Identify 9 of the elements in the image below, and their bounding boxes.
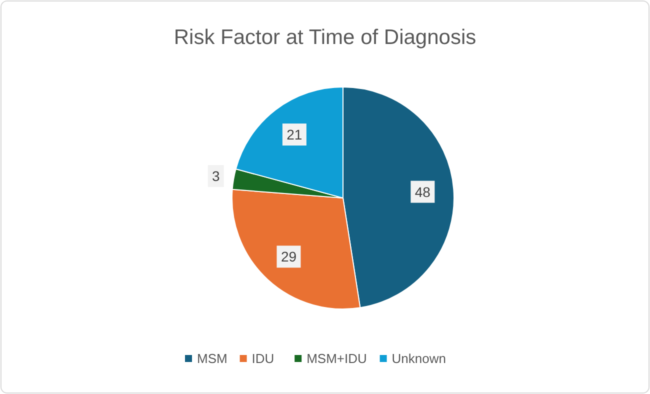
legend-label: IDU (252, 351, 274, 366)
chart-title: Risk Factor at Time of Diagnosis (174, 26, 476, 49)
data-label: 48 (414, 184, 431, 200)
legend-label: MSM (197, 351, 228, 366)
legend-label: MSM+IDU (306, 351, 367, 366)
data-label: 29 (280, 248, 297, 265)
data-label: 3 (212, 168, 220, 184)
legend-label: Unknown (392, 351, 446, 366)
data-label: 21 (286, 126, 302, 143)
